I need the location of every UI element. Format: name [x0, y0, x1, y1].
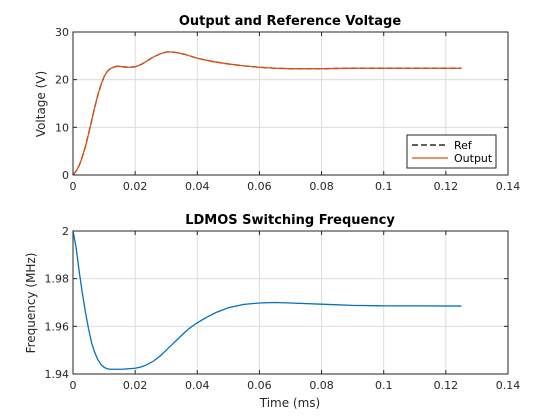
- frequency-x-tick-label: 0: [70, 379, 77, 392]
- voltage-y-tick-label: 30: [55, 26, 69, 39]
- legend-output-label: Output: [454, 152, 493, 165]
- voltage-x-tick-label: 0.08: [309, 180, 334, 193]
- frequency-x-tick-label: 0.1: [375, 379, 393, 392]
- voltage-y-axis-label: Voltage (V): [34, 71, 48, 137]
- frequency-axes: LDMOS Switching Frequency Frequency (MHz…: [24, 213, 520, 410]
- frequency-x-tick-label: 0.04: [185, 379, 210, 392]
- frequency-x-tick-label: 0.12: [434, 379, 459, 392]
- frequency-x-tick-label: 0.06: [247, 379, 272, 392]
- voltage-y-tick-label: 10: [55, 121, 69, 134]
- frequency-y-tick-label: 1.96: [45, 320, 70, 333]
- frequency-chart-title: LDMOS Switching Frequency: [185, 213, 395, 228]
- legend-ref-label: Ref: [454, 139, 473, 152]
- voltage-y-tick-label: 20: [55, 74, 69, 87]
- voltage-x-tick-label: 0.06: [247, 180, 272, 193]
- frequency-x-tick-label: 0.14: [496, 379, 521, 392]
- voltage-x-tick-label: 0.1: [375, 180, 393, 193]
- voltage-x-tick-label: 0: [70, 180, 77, 193]
- voltage-x-tick-label: 0.12: [434, 180, 459, 193]
- voltage-lines: [72, 51, 462, 176]
- time-x-axis-label: Time (ms): [259, 396, 321, 410]
- frequency-y-tick-label: 1.94: [45, 368, 70, 381]
- frequency-x-tick-label: 0.02: [123, 379, 148, 392]
- voltage-axes: Output and Reference Voltage Voltage (V)…: [34, 14, 520, 193]
- voltage-ticks: 0 0.02 0.04 0.06 0.08 0.1 0.12 0.14 0 10 20 30: [55, 26, 520, 193]
- frequency-series-line: [72, 230, 462, 370]
- voltage-chart-title: Output and Reference Voltage: [179, 14, 402, 29]
- voltage-series-output: [72, 51, 462, 176]
- legend-box: [406, 134, 497, 169]
- frequency-y-axis-label: Frequency (MHz): [24, 253, 38, 354]
- voltage-x-tick-label: 0.14: [496, 180, 521, 193]
- voltage-x-tick-label: 0.02: [123, 180, 148, 193]
- frequency-ticks: 0 0.02 0.04 0.06 0.08 0.1 0.12 0.14 1.94 1.96 1.98…: [45, 225, 521, 392]
- voltage-y-tick-label: 0: [62, 169, 69, 182]
- frequency-lines: [72, 230, 462, 370]
- frequency-x-tick-label: 0.08: [309, 379, 334, 392]
- frequency-axes-frame: [72, 230, 509, 375]
- voltage-legend: Ref Output: [406, 134, 497, 169]
- frequency-y-tick-label: 1.98: [45, 273, 70, 286]
- voltage-series-ref: [72, 51, 462, 176]
- frequency-y-tick-label: 2: [62, 225, 69, 238]
- voltage-x-tick-label: 0.04: [185, 180, 210, 193]
- voltage-axes-frame: [72, 31, 509, 176]
